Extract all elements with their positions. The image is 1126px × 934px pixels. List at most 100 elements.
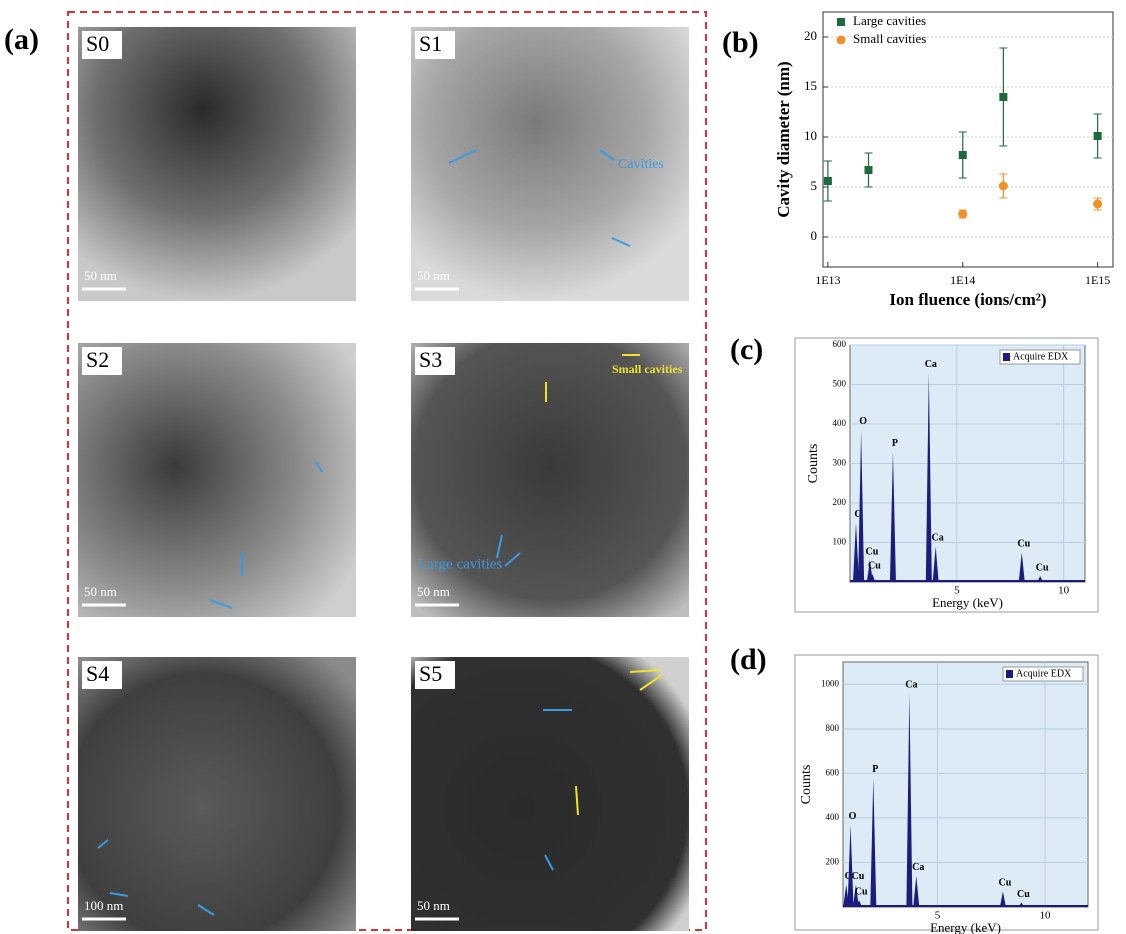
y-tick-label: 100 [833, 537, 847, 547]
plot-area [822, 11, 1114, 268]
legend-label: Acquire EDX [1013, 351, 1069, 362]
peak [1018, 552, 1025, 582]
tem-image [78, 27, 356, 301]
y-axis-label: Cavity diameter (nm) [774, 61, 793, 217]
y-tick-label: 200 [826, 857, 840, 867]
x-tick-label: 5 [935, 910, 941, 922]
scale-bar-label: 50 nm [417, 898, 450, 913]
legend-label: Large cavities [853, 13, 926, 28]
marker [958, 151, 967, 159]
peak-label: Cu [855, 887, 868, 898]
y-tick-label: 800 [826, 723, 840, 733]
marker [999, 93, 1008, 101]
tem-images: S0 50 nm S1 50 nm S2 50 nm S3 50 nm S4 100 nm S5 50… [78, 27, 689, 931]
x-axis-label: Energy (keV) [930, 920, 1001, 934]
x-tick-label: 10 [1058, 585, 1070, 597]
tem-image [411, 657, 689, 931]
y-tick-label: 15 [804, 78, 817, 93]
x-tick-label: 1E14 [950, 273, 975, 287]
panel-label: (d) [730, 643, 767, 676]
marker [958, 209, 968, 219]
image-label: S0 [86, 31, 109, 56]
y-axis-label: Counts [806, 444, 821, 484]
image-label-box [415, 347, 455, 375]
image-label: S4 [86, 661, 109, 686]
image-label-box [82, 31, 122, 59]
peak [999, 891, 1006, 907]
peak-label: O [859, 416, 867, 427]
scale-bar-label: 50 nm [417, 268, 450, 283]
y-tick-label: 400 [826, 812, 840, 822]
peak [925, 372, 932, 582]
peak-label: Cu [998, 878, 1011, 889]
image-label: S1 [419, 31, 442, 56]
legend-box [1002, 666, 1084, 682]
peak-label: P [892, 438, 898, 449]
x-tick-label: 5 [954, 585, 960, 597]
image-label-box [82, 347, 122, 375]
y-tick-label: 400 [833, 418, 847, 428]
tem-image [78, 343, 356, 617]
peak-label: Ca [905, 679, 917, 690]
legend-swatch [836, 35, 846, 45]
peak [932, 546, 939, 582]
tem-image [78, 657, 356, 931]
y-tick-label: 1000 [821, 678, 840, 688]
peak-label: Cu [851, 871, 864, 882]
peak [858, 429, 865, 582]
y-tick-label: 600 [833, 339, 847, 349]
charts: 0 5 10 15 20 1E13 1E14 1E15 Ion fluence (ions/cm… [774, 11, 1114, 934]
panel-label: (a) [4, 23, 39, 56]
y-tick-label: 500 [833, 379, 847, 389]
annotation: Small cavities [612, 362, 683, 376]
legend-swatch [1003, 353, 1010, 361]
x-tick-label: 1E13 [815, 273, 840, 287]
annotation-arrows [97, 149, 663, 916]
scale-bar-label: 50 nm [84, 584, 117, 599]
legend-swatch [1006, 670, 1013, 678]
marker [998, 181, 1008, 191]
peak-label: C [854, 509, 861, 520]
annotation: Large cavities [418, 556, 502, 572]
peak-label: Ca [912, 862, 924, 873]
peak-label: Cu [1017, 539, 1030, 550]
legend-label: Acquire EDX [1016, 668, 1072, 679]
plot-area [842, 661, 1089, 908]
peak-label: Cu [865, 547, 878, 558]
annotation: Cavities [618, 157, 664, 172]
peak-label: Ca [932, 533, 944, 544]
peak-label: O [849, 811, 857, 822]
image-label: S3 [419, 347, 442, 372]
peak [843, 884, 850, 907]
tem-image [411, 27, 689, 301]
legend-swatch [837, 18, 845, 26]
scale-bar-label: 100 nm [84, 898, 123, 913]
peak-label: Ca [925, 359, 937, 370]
panel-a-frame [67, 11, 707, 931]
peak [852, 884, 859, 907]
marker [1093, 132, 1102, 140]
peak-label: C [845, 871, 852, 882]
peak-label: Cu [868, 560, 881, 571]
y-tick-label: 10 [804, 128, 817, 143]
peak-label: Cu [1017, 889, 1030, 900]
peak-label: Cu [1036, 562, 1049, 573]
image-label-box [415, 661, 455, 689]
peak [852, 522, 859, 582]
y-tick-label: 300 [833, 458, 847, 468]
x-tick-label: 10 [1040, 910, 1052, 922]
panel-label: (c) [730, 333, 763, 366]
peak [1018, 902, 1025, 907]
peak [1037, 576, 1044, 582]
peak [866, 560, 873, 582]
y-tick-label: 600 [826, 767, 840, 777]
image-label: S2 [86, 347, 109, 372]
peak [847, 824, 854, 907]
peak [856, 900, 863, 907]
x-axis-label: Ion fluence (ions/cm²) [889, 290, 1046, 309]
peak-label: P [872, 764, 878, 775]
y-tick-label: 0 [811, 228, 818, 243]
panel-label: (b) [722, 26, 759, 59]
image-label-box [415, 31, 455, 59]
